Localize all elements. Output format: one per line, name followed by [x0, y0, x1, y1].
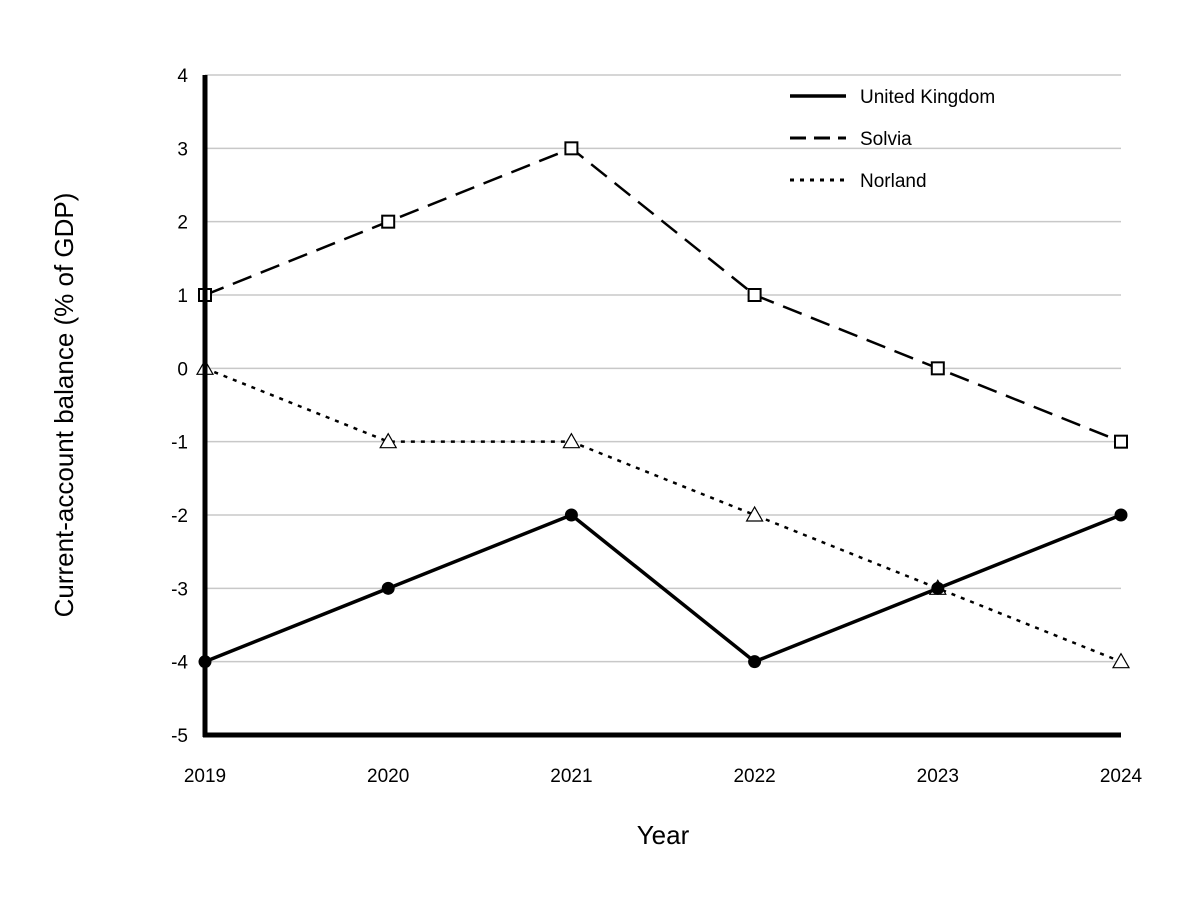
y-tick-label: 1 — [177, 286, 188, 307]
data-point — [564, 141, 579, 156]
data-point — [1111, 652, 1131, 669]
x-tick-label: 2023 — [917, 766, 959, 787]
x-tick-label: 2021 — [550, 766, 592, 787]
data-point — [562, 432, 581, 449]
data-point — [748, 655, 762, 669]
series-line — [204, 512, 1122, 664]
y-tick-label: 0 — [177, 359, 188, 380]
data-point — [930, 361, 945, 376]
axes — [202, 75, 1121, 738]
y-tick-label: -2 — [171, 506, 188, 527]
data-point — [379, 432, 398, 449]
data-point — [747, 288, 762, 302]
series-norland — [195, 359, 1131, 669]
legend-label: Norland — [860, 171, 927, 192]
y-tick-label: -5 — [171, 726, 188, 747]
x-tick-label: 2024 — [1100, 766, 1143, 787]
legend-label: Solvia — [860, 129, 912, 150]
x-tick-labels: 2019 2020 2021 2022 2023 2024 — [184, 766, 1143, 787]
y-tick-label: -4 — [171, 653, 188, 674]
data-point — [381, 214, 396, 229]
data-point — [381, 581, 395, 595]
y-axis-title: Current-account balance (% of GDP) — [49, 193, 79, 618]
y-tick-label: -3 — [171, 579, 188, 600]
y-tick-label: 2 — [177, 213, 188, 234]
x-axis-title: Year — [637, 820, 690, 850]
data-point — [1114, 434, 1128, 449]
legend: United Kingdom Solvia Norland — [790, 87, 995, 192]
data-point — [745, 505, 764, 522]
x-tick-label: 2020 — [367, 766, 409, 787]
data-point — [564, 508, 578, 522]
x-tick-label: 2022 — [733, 766, 775, 787]
y-tick-labels: 4 3 2 1 0 -1 -2 -3 -4 -5 — [171, 66, 188, 747]
gridlines — [205, 74, 1121, 663]
y-tick-label: -1 — [171, 433, 188, 454]
series-line — [204, 146, 1122, 443]
y-tick-label: 4 — [177, 66, 188, 87]
legend-label: United Kingdom — [860, 87, 995, 108]
data-point — [931, 581, 945, 595]
x-tick-label: 2019 — [184, 766, 226, 787]
data-point — [1114, 508, 1128, 522]
y-tick-label: 3 — [177, 139, 188, 160]
